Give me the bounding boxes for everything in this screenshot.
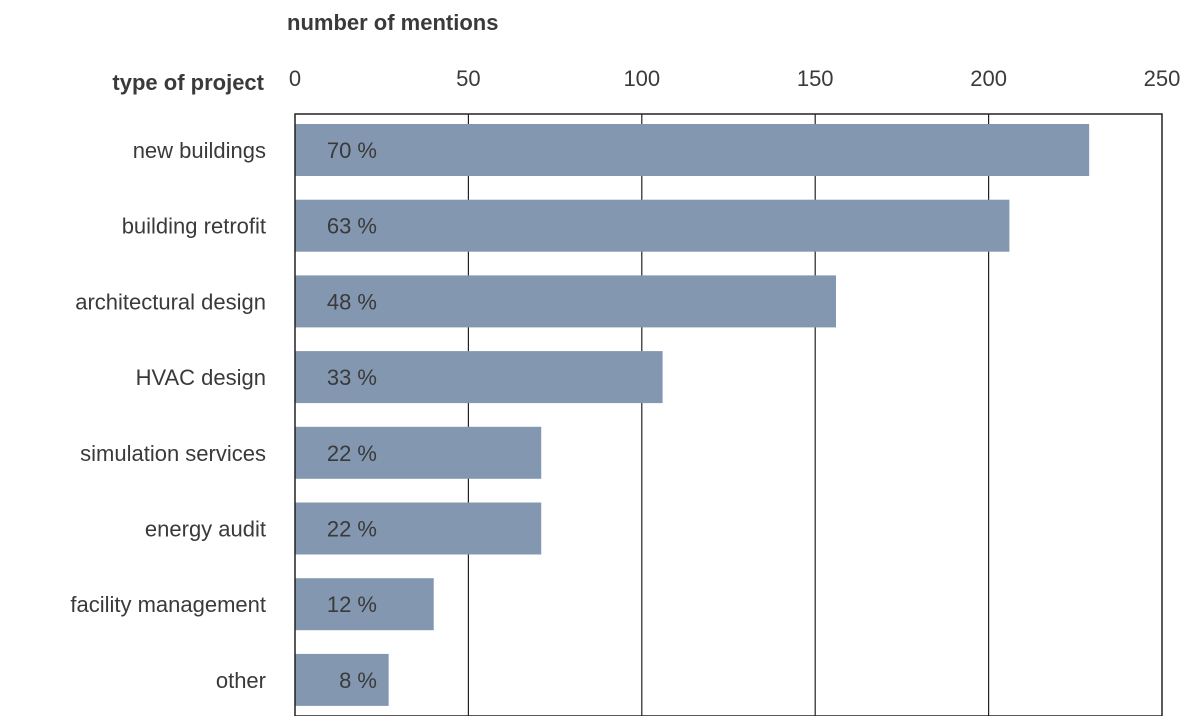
bar-6	[295, 502, 542, 555]
data-label: 22 %	[327, 441, 377, 466]
x-tick-label: 250	[1144, 66, 1181, 91]
data-label: 70 %	[327, 138, 377, 163]
category-label: facility management	[70, 592, 266, 617]
bar-5	[295, 426, 542, 479]
category-label: HVAC design	[136, 365, 266, 390]
data-label: 12 %	[327, 592, 377, 617]
data-label: 22 %	[327, 517, 377, 542]
x-tick-label: 100	[623, 66, 660, 91]
data-label: 33 %	[327, 365, 377, 390]
bar-4	[295, 351, 663, 404]
category-labels: new buildings building retrofit architectu…	[70, 138, 266, 693]
bar-3	[295, 275, 837, 328]
category-label: simulation services	[80, 441, 266, 466]
x-tick-label: 50	[456, 66, 480, 91]
data-label: 63 %	[327, 214, 377, 239]
bar-7	[295, 578, 434, 631]
data-labels: 70 % 63 % 48 % 33 % 22 % 22 % 12 % 8 %	[327, 138, 377, 693]
bar-2	[295, 199, 1010, 252]
y-axis-label: type of project	[112, 70, 264, 95]
category-label: new buildings	[133, 138, 266, 163]
category-label: other	[216, 668, 266, 693]
plot-area-frame	[294, 113, 1163, 716]
x-tick-label: 200	[970, 66, 1007, 91]
category-label: building retrofit	[122, 214, 266, 239]
bars	[295, 124, 1090, 706]
category-label: energy audit	[145, 517, 266, 542]
category-label: architectural design	[75, 289, 266, 314]
data-label: 8 %	[339, 668, 377, 693]
x-tick-label: 0	[289, 66, 301, 91]
bar-8	[295, 653, 389, 706]
x-axis-label: number of mentions	[287, 10, 498, 35]
x-tick-labels: 0 50 100 150 200 250	[289, 66, 1180, 91]
x-tick-label: 150	[797, 66, 834, 91]
data-label: 48 %	[327, 289, 377, 314]
bar-1	[295, 124, 1090, 176]
